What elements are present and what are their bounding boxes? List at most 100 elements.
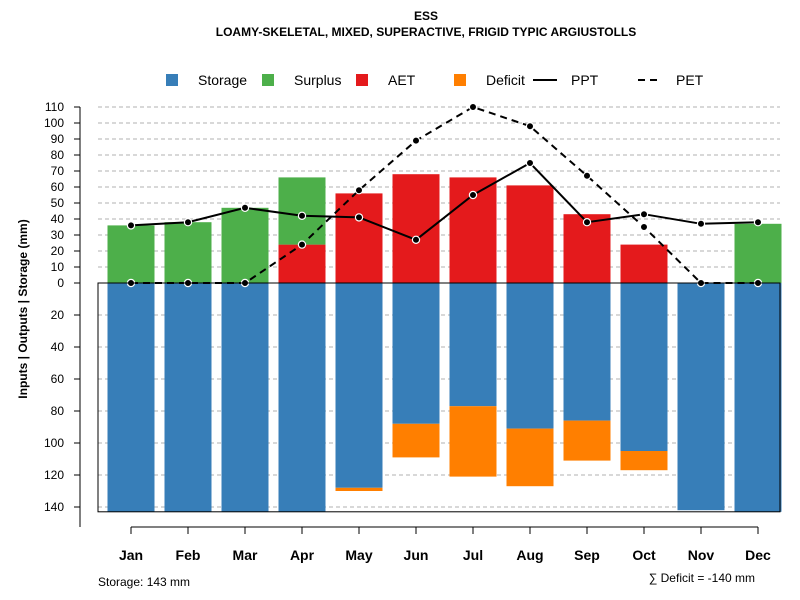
y-axis-label: Inputs | Outputs | Storage (mm) xyxy=(16,219,30,398)
chart-title: ESS xyxy=(414,9,438,23)
storage-bar xyxy=(392,283,440,424)
y-tick-label: 20 xyxy=(51,244,65,258)
legend-label: AET xyxy=(388,72,416,88)
x-tick-label: Feb xyxy=(176,547,201,563)
surplus-bar xyxy=(221,207,269,283)
x-tick-label: Jul xyxy=(463,547,483,563)
x-tick-label: Apr xyxy=(290,547,315,563)
y-tick-label: 20 xyxy=(51,308,65,322)
pet-line-point xyxy=(468,102,478,112)
aet-bar xyxy=(506,185,554,283)
y-tick-label: 60 xyxy=(51,180,65,194)
storage-bar xyxy=(164,283,212,512)
y-tick-label: 80 xyxy=(51,404,65,418)
y-tick-label: 10 xyxy=(51,260,65,274)
legend-label: PET xyxy=(676,72,704,88)
x-tick-label: Dec xyxy=(745,547,771,563)
surplus-bar xyxy=(107,225,155,283)
x-tick-label: May xyxy=(345,547,372,563)
y-tick-label: 120 xyxy=(44,468,64,482)
ppt-line-point xyxy=(297,211,307,220)
x-tick-label: Sep xyxy=(574,547,600,563)
deficit-bar xyxy=(449,406,497,477)
deficit-bar xyxy=(506,428,554,487)
legend-swatch xyxy=(356,74,368,86)
ppt-line-point xyxy=(183,217,193,227)
x-tick-label: Nov xyxy=(688,547,715,563)
storage-bar xyxy=(335,283,383,488)
ppt-line-point xyxy=(582,217,592,227)
ppt-line-point xyxy=(753,217,763,227)
y-tick-label: 50 xyxy=(51,196,65,210)
y-tick-label: 90 xyxy=(51,132,65,146)
legend-swatch xyxy=(262,74,274,86)
ppt-line-point xyxy=(354,213,364,222)
aet-bar xyxy=(278,244,326,283)
pet-line-point xyxy=(354,185,364,195)
legend-swatch xyxy=(454,74,466,86)
storage-bar xyxy=(620,283,668,451)
x-tick-label: Oct xyxy=(632,547,656,563)
footer-storage: Storage: 143 mm xyxy=(98,575,190,589)
legend-label: Surplus xyxy=(294,72,341,88)
surplus-bar xyxy=(734,223,782,283)
surplus-bar xyxy=(278,177,326,245)
aet-bar xyxy=(335,193,383,283)
deficit-bar xyxy=(563,420,611,461)
ppt-line-point xyxy=(696,219,706,228)
x-tick-label: Mar xyxy=(233,547,258,563)
lines xyxy=(126,102,763,288)
y-tick-label: 70 xyxy=(51,164,65,178)
x-tick-label: Jun xyxy=(404,547,429,563)
storage-bar xyxy=(563,283,611,421)
ppt-line-point xyxy=(411,235,421,244)
ppt-line-point xyxy=(639,209,649,219)
pet-line xyxy=(131,105,758,284)
aet-bar xyxy=(620,244,668,283)
legend: Storage Surplus AET Deficit PPT PET xyxy=(166,72,704,88)
y-tick-label: 40 xyxy=(51,340,65,354)
ppt-line-point xyxy=(525,158,535,168)
lower-plot-frame xyxy=(97,282,781,513)
storage-bar xyxy=(221,283,269,512)
pet-line-point xyxy=(582,171,592,180)
surplus-bar xyxy=(164,222,212,283)
y-tick-label: 110 xyxy=(45,100,64,114)
bars xyxy=(107,174,782,512)
pet-line-point xyxy=(639,222,649,232)
y-tick-label: 0 xyxy=(57,276,64,290)
deficit-bar xyxy=(335,487,383,491)
y-tick-label: 140 xyxy=(44,500,64,514)
chart-subtitle: LOAMY-SKELETAL, MIXED, SUPERACTIVE, FRIG… xyxy=(216,25,636,39)
storage-bar xyxy=(677,283,725,511)
storage-bar xyxy=(449,283,497,407)
legend-label: Deficit xyxy=(486,72,525,88)
aet-bar xyxy=(392,174,440,283)
ppt-line-point xyxy=(468,190,478,200)
y-tick-label: 80 xyxy=(51,148,65,162)
deficit-bar xyxy=(620,451,668,471)
ppt-line-point xyxy=(240,203,250,212)
y-tick-label: 30 xyxy=(51,228,65,242)
pet-line-point xyxy=(525,121,535,131)
storage-bar xyxy=(278,283,326,512)
ppt-line-point xyxy=(126,221,136,230)
y-tick-label: 100 xyxy=(44,116,64,130)
deficit-bar xyxy=(392,423,440,458)
legend-label: Storage xyxy=(198,72,247,88)
y-tick-label: 100 xyxy=(44,436,64,450)
footer-deficit: ∑ Deficit = -140 mm xyxy=(649,571,755,585)
y-tick-label: 60 xyxy=(51,372,65,386)
storage-bar xyxy=(107,283,155,512)
pet-line-point xyxy=(411,136,421,145)
pet-line-point xyxy=(297,240,307,249)
storage-bar xyxy=(734,283,782,512)
ppt-line xyxy=(130,161,759,241)
x-tick-label: Aug xyxy=(516,547,543,563)
legend-swatch xyxy=(166,74,178,86)
legend-label: PPT xyxy=(571,72,599,88)
y-tick-label: 40 xyxy=(51,212,65,226)
x-tick-label: Jan xyxy=(119,547,143,563)
axes: 0 10 20 30 40 50 60 70 80 90 100 110 20 40 60 80 100 120 1… xyxy=(44,100,781,563)
